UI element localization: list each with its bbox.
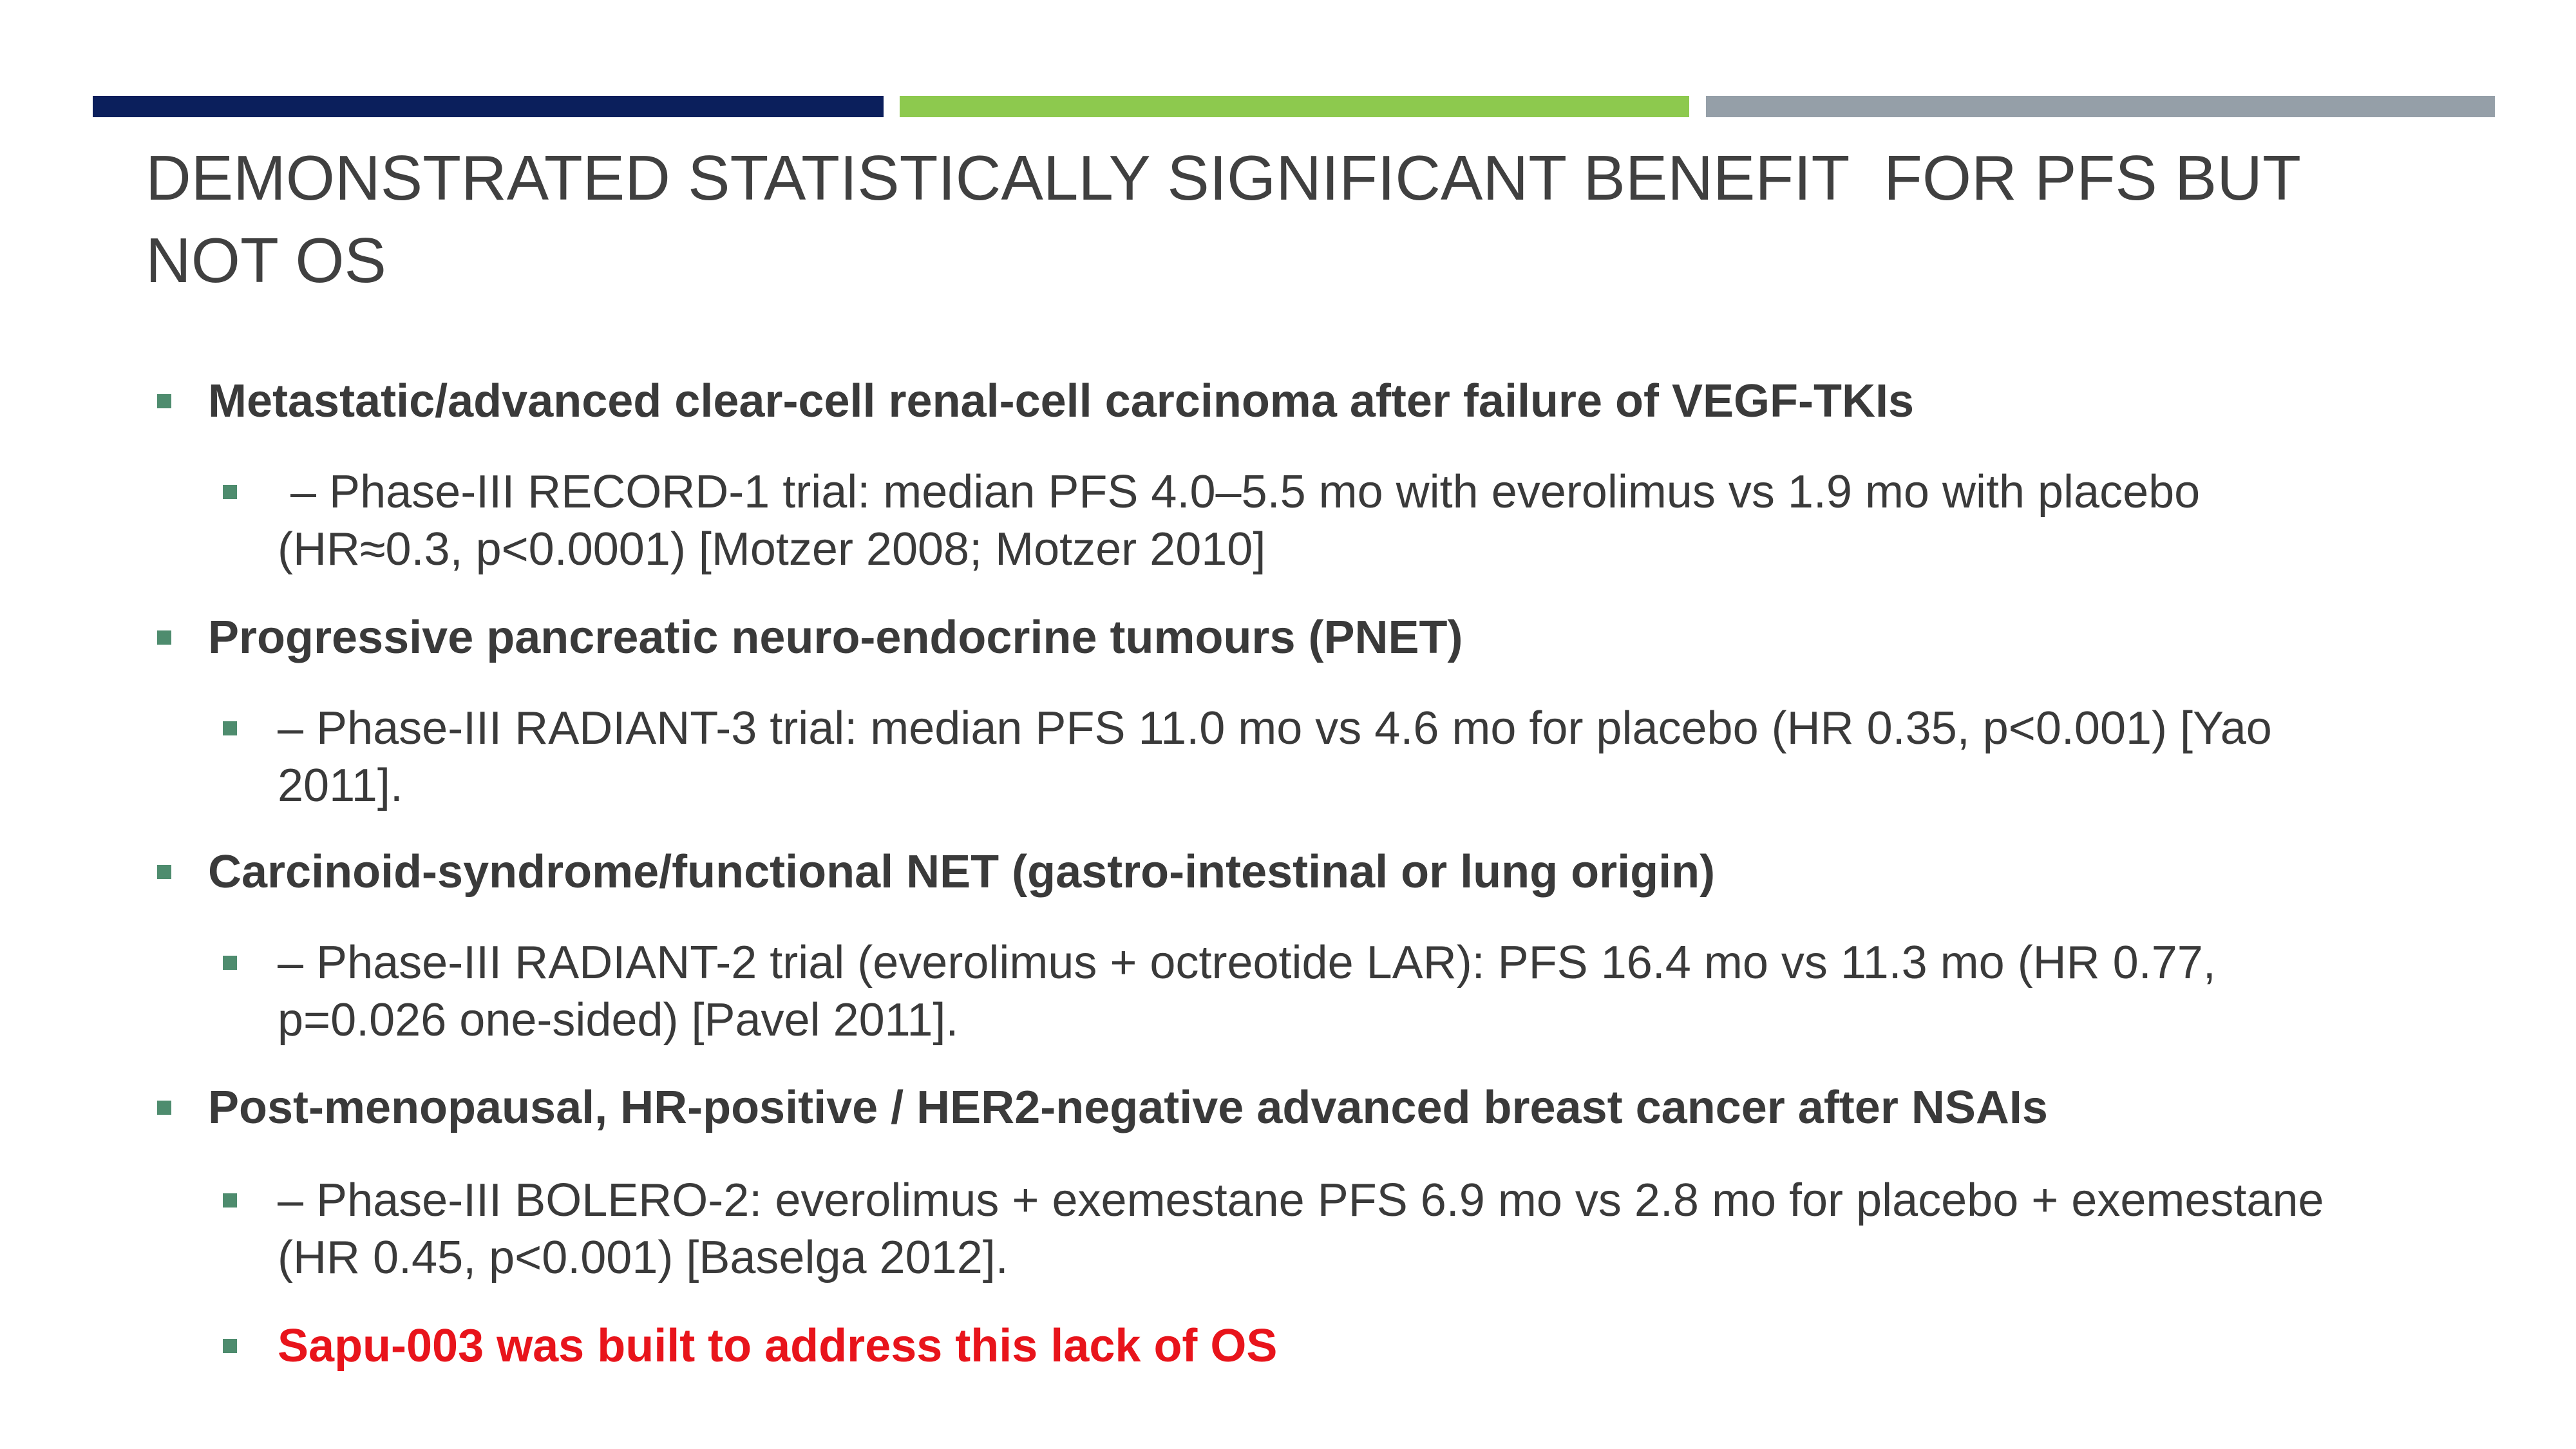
bullet-marker bbox=[223, 956, 237, 970]
bullet-detail: – Phase-III BOLERO-2: everolimus + exeme… bbox=[278, 1175, 2324, 1226]
bullet-marker bbox=[157, 630, 171, 645]
bullet-detail: – Phase-III RADIANT-2 trial (everolimus … bbox=[278, 937, 2216, 989]
accent-bar bbox=[1706, 96, 2495, 117]
bullet-marker bbox=[157, 865, 171, 879]
slide-title: NOT OS bbox=[146, 225, 386, 296]
accent-bar bbox=[93, 96, 884, 117]
bullet-heading: Metastatic/advanced clear-cell renal-cel… bbox=[208, 375, 1914, 427]
bullet-marker bbox=[223, 1339, 237, 1353]
bullet-marker bbox=[223, 1193, 237, 1208]
bullet-marker bbox=[157, 1101, 171, 1115]
bullet-marker bbox=[223, 721, 237, 735]
bullet-detail: (HR≈0.3, p<0.0001) [Motzer 2008; Motzer … bbox=[278, 524, 1266, 575]
bullet-marker bbox=[223, 485, 237, 499]
bullet-heading: Post-menopausal, HR-positive / HER2-nega… bbox=[208, 1082, 2048, 1133]
bullet-detail: – Phase-III RADIANT-3 trial: median PFS … bbox=[278, 703, 2272, 754]
bullet-detail: p=0.026 one-sided) [Pavel 2011]. bbox=[278, 994, 959, 1046]
accent-bar bbox=[900, 96, 1689, 117]
bullet-detail: – Phase-III RECORD-1 trial: median PFS 4… bbox=[278, 466, 2201, 518]
bullet-heading: Carcinoid-syndrome/functional NET (gastr… bbox=[208, 846, 1716, 898]
bullet-marker bbox=[157, 394, 171, 408]
bullet-detail: 2011]. bbox=[278, 760, 403, 811]
slide-title: DEMONSTRATED STATISTICALLY SIGNIFICANT B… bbox=[146, 142, 2301, 213]
bullet-heading: Progressive pancreatic neuro-endocrine t… bbox=[208, 612, 1463, 663]
closing-note: Sapu-003 was built to address this lack … bbox=[278, 1320, 1278, 1372]
bullet-detail: (HR 0.45, p<0.001) [Baselga 2012]. bbox=[278, 1232, 1009, 1283]
